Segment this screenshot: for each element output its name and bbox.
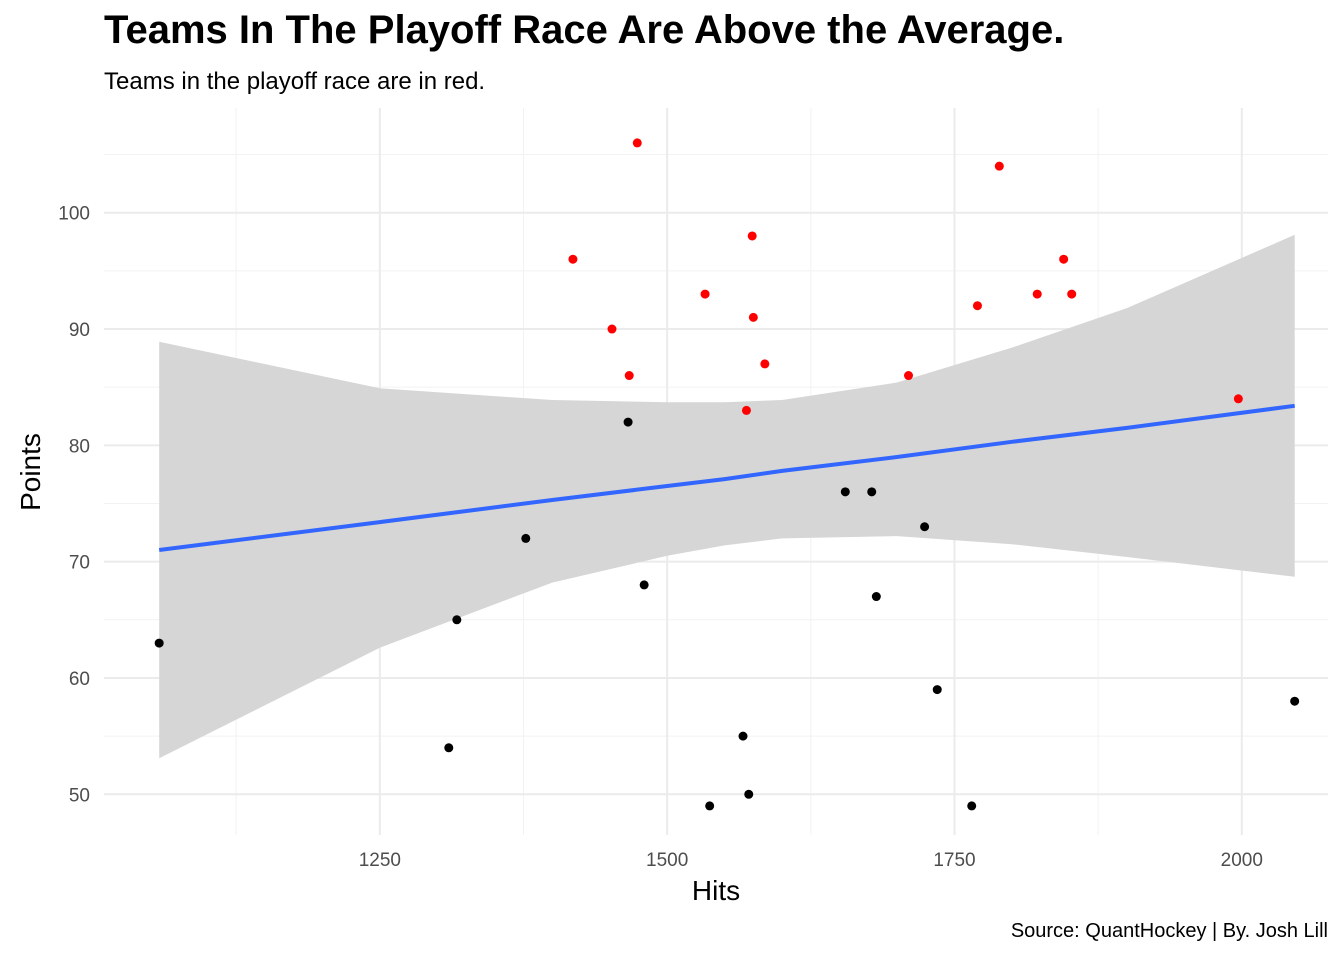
data-point	[748, 312, 758, 322]
y-tick-label: 70	[69, 553, 90, 574]
y-tick-label: 80	[69, 436, 90, 457]
data-point	[1233, 394, 1243, 404]
x-tick-label: 2000	[1221, 850, 1263, 871]
data-point	[452, 615, 462, 625]
data-point	[741, 405, 751, 415]
data-point	[623, 417, 633, 427]
data-point	[747, 231, 757, 241]
y-tick-label: 50	[69, 785, 90, 806]
data-point	[1290, 696, 1300, 706]
data-point	[1059, 254, 1069, 264]
chart-title: Teams In The Playoff Race Are Above the …	[104, 8, 1065, 52]
data-point	[871, 592, 881, 602]
y-tick-label: 60	[69, 669, 90, 690]
x-axis-title: Hits	[692, 875, 740, 906]
data-point	[568, 254, 578, 264]
data-point	[624, 371, 634, 381]
trend-line	[158, 403, 1295, 552]
data-point	[632, 138, 642, 148]
data-points	[154, 138, 1300, 811]
x-tick-label: 1750	[933, 850, 975, 871]
data-point	[705, 801, 715, 811]
data-point	[760, 359, 770, 369]
data-point	[920, 522, 930, 532]
data-point	[840, 487, 850, 497]
confidence-band	[159, 234, 1295, 759]
data-point	[1032, 289, 1042, 299]
chart-subtitle: Teams in the playoff race are in red.	[104, 68, 486, 95]
data-point	[607, 324, 617, 334]
x-tick-label: 1250	[359, 850, 401, 871]
data-point	[904, 371, 914, 381]
y-axis-title: Points	[15, 433, 46, 511]
data-point	[700, 289, 710, 299]
data-point	[1067, 289, 1077, 299]
data-point	[639, 580, 649, 590]
trend-line-path	[158, 403, 1295, 552]
data-point	[994, 161, 1004, 171]
data-point	[967, 801, 977, 811]
y-tick-label: 90	[69, 320, 90, 341]
data-point	[972, 301, 982, 311]
data-point	[444, 743, 454, 753]
chart-caption: Source: QuantHockey | By. Josh Lill	[1010, 920, 1328, 942]
data-point	[744, 789, 754, 799]
data-point	[932, 685, 942, 695]
data-point	[738, 731, 748, 741]
y-tick-label: 100	[58, 204, 90, 225]
data-point	[867, 487, 877, 497]
confidence-band-area	[159, 234, 1295, 759]
data-point	[154, 638, 164, 648]
x-axis-ticks: 1250 1500 1750 2000	[359, 850, 1263, 871]
y-axis-ticks: 50 60 70 80 90 100	[58, 204, 90, 807]
data-point	[521, 533, 531, 543]
x-tick-label: 1500	[646, 850, 688, 871]
